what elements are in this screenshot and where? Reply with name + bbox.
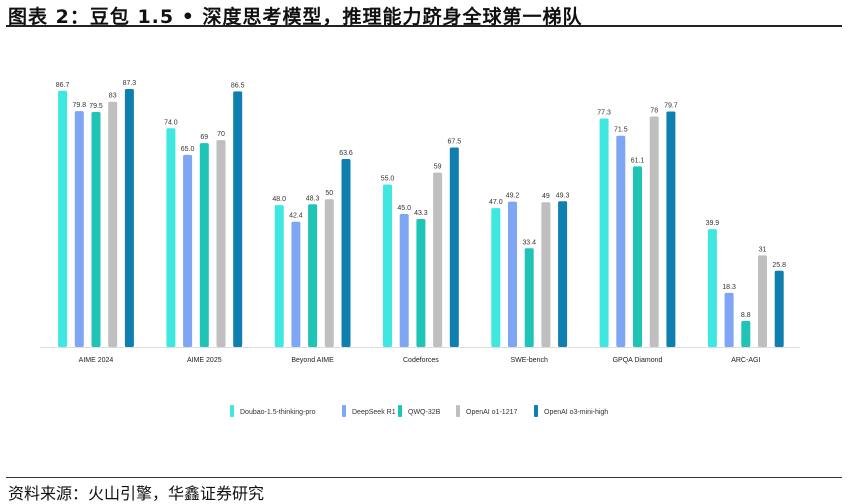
legend-label: Doubao-1.5-thinking-pro [240, 409, 316, 416]
data-label: 74.0 [164, 119, 178, 126]
bar [433, 172, 443, 347]
figure-title: 图表 2：豆包 1.5 • 深度思考模型，推理能力跻身全球第一梯队 [8, 6, 583, 28]
legend-label: OpenAI o1-1217 [466, 409, 517, 416]
category-label: AIME 2024 [79, 357, 114, 364]
data-label: 33.4 [522, 239, 536, 246]
bar [183, 154, 193, 347]
data-label: 79.7 [664, 102, 678, 109]
data-label: 63.6 [339, 150, 353, 157]
bar [633, 166, 642, 347]
legend-swatch [534, 405, 538, 417]
data-label: 70 [217, 131, 225, 138]
data-label: 65.0 [181, 146, 195, 153]
bar [199, 143, 209, 347]
bar [274, 205, 284, 347]
title-divider [6, 25, 842, 27]
bar [758, 255, 767, 347]
bar [558, 201, 568, 347]
data-label: 83 [109, 93, 117, 100]
bar [308, 204, 318, 347]
data-label: 67.5 [447, 139, 461, 146]
legend-label: QWQ-32B [408, 409, 441, 416]
legend-swatch [342, 405, 346, 417]
data-label: 47.0 [489, 199, 503, 206]
bar [616, 135, 626, 347]
legend-swatch [456, 405, 460, 417]
data-label: 31 [759, 246, 767, 253]
data-label: 55.0 [381, 175, 395, 182]
data-label: 79.5 [89, 103, 103, 110]
category-label: SWE-bench [511, 357, 548, 364]
data-label: 61.1 [631, 157, 645, 164]
footer-divider [6, 477, 842, 478]
data-label: 86.7 [56, 82, 70, 89]
bar [58, 90, 68, 347]
data-label: 8.8 [741, 312, 751, 319]
bar [74, 111, 84, 347]
data-label: 48.0 [272, 196, 286, 203]
bar [649, 116, 659, 348]
data-label: 79.8 [72, 102, 86, 109]
bar [124, 89, 134, 347]
category-label: AIME 2025 [187, 357, 222, 364]
bar [449, 147, 459, 347]
source-note: 资料来源：火山引擎，华鑫证券研究 [8, 484, 265, 503]
bar [508, 201, 517, 347]
bar [108, 101, 118, 347]
bar [541, 202, 551, 347]
legend-swatch [398, 405, 402, 417]
data-label: 50 [325, 190, 333, 197]
bar [399, 214, 409, 347]
category-label: GPQA Diamond [613, 357, 663, 364]
bar [491, 208, 501, 347]
category-label: ARC-AGI [731, 357, 760, 364]
bar [383, 184, 392, 347]
data-label: 49 [542, 193, 550, 200]
bar [291, 221, 301, 347]
data-label: 71.5 [614, 127, 628, 134]
bar [341, 159, 351, 347]
bar [524, 248, 534, 347]
category-label: Codeforces [403, 357, 439, 364]
data-label: 43.3 [414, 210, 428, 217]
data-label: 49.2 [506, 193, 520, 200]
data-label: 77.3 [597, 110, 611, 117]
bar [599, 118, 609, 348]
legend-swatch [230, 405, 234, 417]
data-label: 49.3 [556, 192, 570, 199]
bar [774, 270, 784, 347]
bar [666, 111, 676, 347]
category-label: Beyond AIME [291, 357, 334, 364]
bar [707, 229, 717, 347]
data-label: 48.3 [306, 195, 320, 202]
data-label: 42.4 [289, 213, 303, 220]
data-label: 87.3 [123, 80, 137, 87]
bar [741, 320, 751, 347]
bar [166, 128, 176, 347]
data-label: 18.3 [722, 284, 736, 291]
bar [91, 112, 101, 347]
bar [724, 292, 734, 347]
bar [324, 199, 334, 347]
bar [416, 219, 426, 347]
data-label: 59 [434, 164, 442, 171]
data-label: 39.9 [706, 220, 720, 227]
bar [233, 91, 243, 347]
bar [216, 140, 226, 347]
data-label: 45.0 [397, 205, 411, 212]
data-label: 86.5 [231, 82, 245, 89]
data-label: 25.8 [772, 262, 786, 269]
legend-label: DeepSeek R1 [352, 409, 396, 416]
data-label: 78 [650, 107, 658, 114]
data-label: 69 [200, 134, 208, 141]
legend-label: OpenAI o3-mini-high [544, 409, 608, 416]
